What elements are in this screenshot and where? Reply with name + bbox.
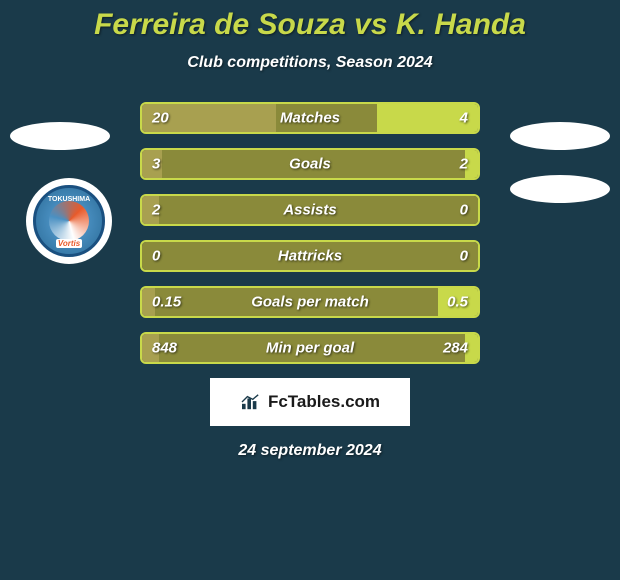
chart-icon xyxy=(240,393,262,411)
stat-left-value: 0 xyxy=(152,248,160,265)
stat-label: Goals xyxy=(289,156,331,173)
stat-row-assists: 2 Assists 0 xyxy=(140,194,480,226)
stat-right-value: 0 xyxy=(460,202,468,219)
right-player-ellipse-1 xyxy=(510,122,610,150)
stat-row-gpm: 0.15 Goals per match 0.5 xyxy=(140,286,480,318)
stat-row-mpg: 848 Min per goal 284 xyxy=(140,332,480,364)
stat-label: Matches xyxy=(280,110,340,127)
club-badge: TOKUSHIMA Vortis xyxy=(26,178,112,264)
stat-label: Goals per match xyxy=(251,294,369,311)
subtitle: Club competitions, Season 2024 xyxy=(0,54,620,72)
stat-left-value: 0.15 xyxy=(152,294,181,311)
stat-right-value: 4 xyxy=(460,110,468,127)
badge-inner: TOKUSHIMA Vortis xyxy=(33,185,105,257)
main-container: Ferreira de Souza vs K. Handa Club compe… xyxy=(0,0,620,460)
stat-right-value: 284 xyxy=(443,340,468,357)
stat-row-matches: 20 Matches 4 xyxy=(140,102,480,134)
stat-label: Hattricks xyxy=(278,248,342,265)
stat-row-hattricks: 0 Hattricks 0 xyxy=(140,240,480,272)
stat-left-value: 3 xyxy=(152,156,160,173)
logo-text: FcTables.com xyxy=(268,392,380,412)
stat-right-value: 2 xyxy=(460,156,468,173)
stat-right-value: 0.5 xyxy=(447,294,468,311)
stat-left-value: 20 xyxy=(152,110,169,127)
left-player-ellipse xyxy=(10,122,110,150)
badge-swirl-icon xyxy=(49,201,89,241)
stat-left-value: 848 xyxy=(152,340,177,357)
fctables-logo: FcTables.com xyxy=(210,378,410,426)
stat-row-goals: 3 Goals 2 xyxy=(140,148,480,180)
stat-left-value: 2 xyxy=(152,202,160,219)
stat-label: Assists xyxy=(283,202,336,219)
stat-label: Min per goal xyxy=(266,340,354,357)
date-label: 24 september 2024 xyxy=(0,442,620,460)
right-player-ellipse-2 xyxy=(510,175,610,203)
stats-area: 20 Matches 4 3 Goals 2 2 Assists 0 0 Hat… xyxy=(140,102,480,364)
stat-right-value: 0 xyxy=(460,248,468,265)
page-title: Ferreira de Souza vs K. Handa xyxy=(0,8,620,42)
badge-bottom-text: Vortis xyxy=(56,239,82,248)
